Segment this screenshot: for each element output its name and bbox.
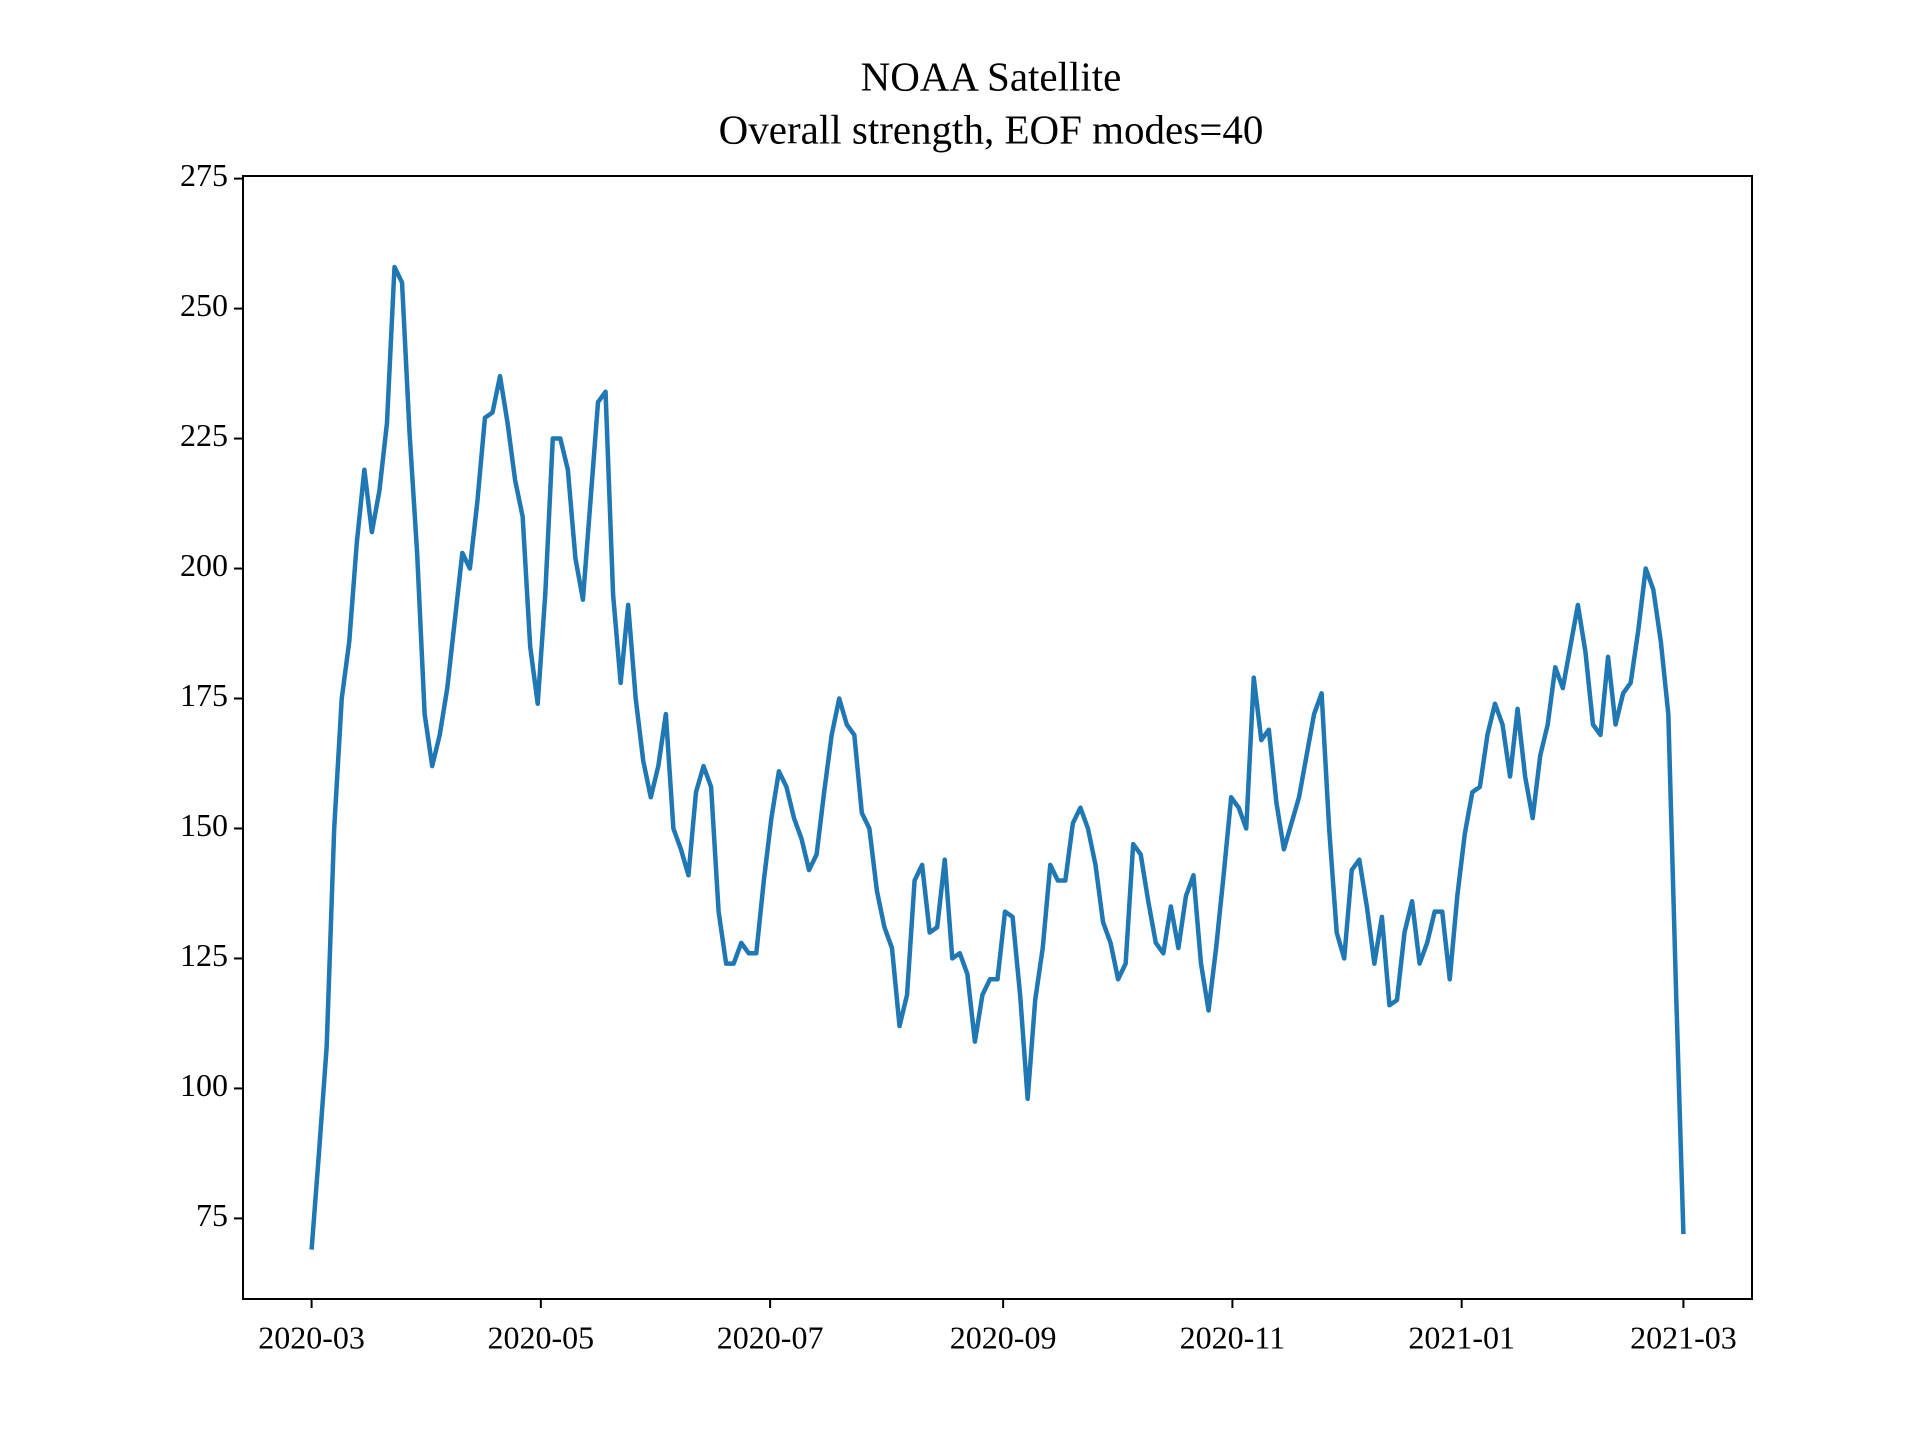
y-tick-label: 75 (196, 1197, 228, 1233)
y-tick-label: 225 (180, 417, 228, 453)
y-tick-label: 200 (180, 547, 228, 583)
data-line (309, 264, 1686, 1250)
chart-subtitle: Overall strength, EOF modes=40 (719, 106, 1264, 152)
x-tick-label: 2020-11 (1180, 1319, 1285, 1355)
y-tick-label: 125 (180, 937, 228, 973)
x-tick-label: 2020-05 (488, 1319, 595, 1355)
x-tick-label: 2021-01 (1408, 1319, 1515, 1355)
chart-title: NOAA Satellite (861, 53, 1122, 99)
x-tick-label: 2020-07 (717, 1319, 824, 1355)
y-tick-label: 175 (180, 677, 228, 713)
y-tick-label: 275 (180, 157, 228, 193)
x-tick-label: 2020-09 (950, 1319, 1057, 1355)
plot-frame (242, 175, 1753, 1300)
y-tick-label: 150 (180, 807, 228, 843)
y-tick-label: 250 (180, 287, 228, 323)
y-tick-label: 100 (180, 1067, 228, 1103)
x-tick-label: 2020-03 (258, 1319, 365, 1355)
x-tick-label: 2021-03 (1630, 1319, 1737, 1355)
